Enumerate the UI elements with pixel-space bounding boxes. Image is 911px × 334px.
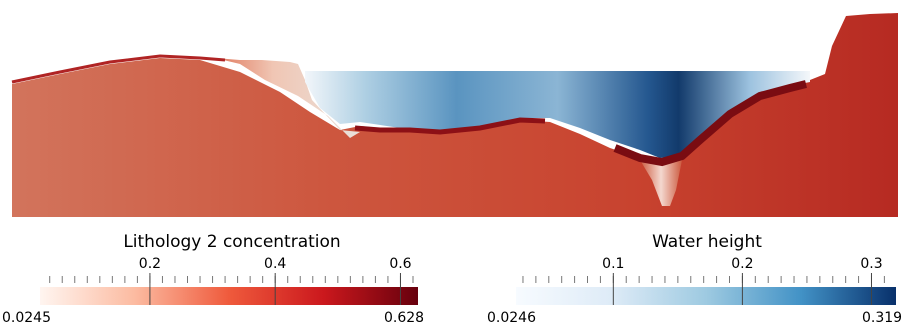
colorbar-0	[40, 287, 418, 305]
legend-max-label-water: 0.319	[862, 310, 903, 326]
legend-tick-label-water: 0.2	[731, 256, 754, 272]
legend-min-label-water: 0.0246	[487, 310, 536, 326]
legend-tick-label-water: 0.1	[602, 256, 625, 272]
colorbars	[40, 273, 896, 305]
legend-title-water: Water height	[652, 232, 762, 252]
water-body	[305, 71, 810, 158]
legend-min-label-lithology: 0.0245	[2, 310, 51, 326]
sediment-band-right	[613, 80, 807, 167]
legend-tick-label-lithology: 0.6	[389, 256, 412, 272]
legend-title-lithology: Lithology 2 concentration	[123, 232, 341, 252]
legend-tick-label-lithology: 0.4	[264, 256, 287, 272]
colorbar-1	[516, 287, 896, 305]
legend-tick-label-lithology: 0.2	[138, 256, 162, 272]
sediment-band-left	[354, 117, 546, 135]
ridge-top-band	[11, 54, 226, 84]
shore-slope	[215, 58, 360, 138]
legend-max-label-lithology: 0.628	[384, 310, 425, 326]
channel-pit	[640, 160, 682, 206]
legend-tick-label-water: 0.3	[860, 256, 883, 272]
